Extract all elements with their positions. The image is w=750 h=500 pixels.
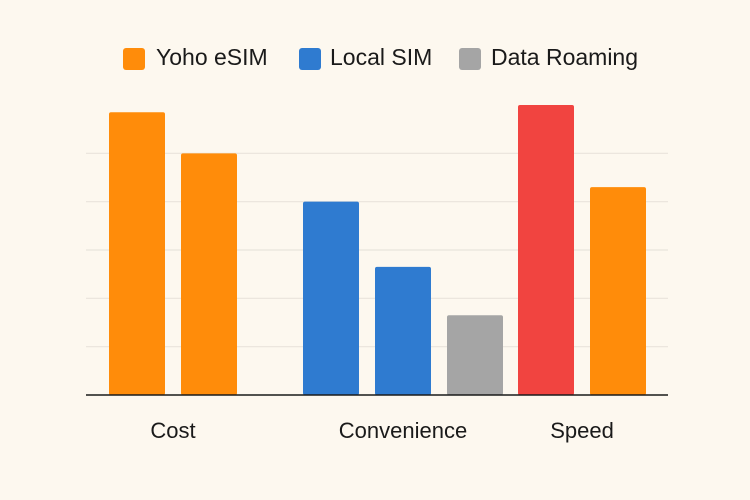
legend-label-2: Local SIM (330, 44, 432, 70)
category-label-speed: Speed (550, 418, 614, 443)
legend-swatch-1 (123, 48, 145, 70)
bar-speed-1 (518, 105, 574, 395)
legend-swatch-2 (299, 48, 321, 70)
category-labels: Cost Convenience Speed (150, 418, 613, 443)
bar-convenience-2 (375, 266, 431, 395)
bar-speed-2 (590, 187, 646, 395)
category-label-cost: Cost (150, 418, 195, 443)
bar-convenience-1 (303, 201, 359, 395)
bar-convenience-3 (447, 315, 503, 395)
legend-label-3: Data Roaming (491, 44, 638, 70)
bars (109, 105, 646, 395)
category-label-convenience: Convenience (339, 418, 467, 443)
legend-label-1: Yoho eSIM (156, 44, 268, 70)
bar-cost-2 (181, 153, 237, 395)
legend-swatch-3 (459, 48, 481, 70)
bar-cost-1 (109, 112, 165, 395)
legend: Yoho eSIM Local SIM Data Roaming (123, 44, 638, 70)
